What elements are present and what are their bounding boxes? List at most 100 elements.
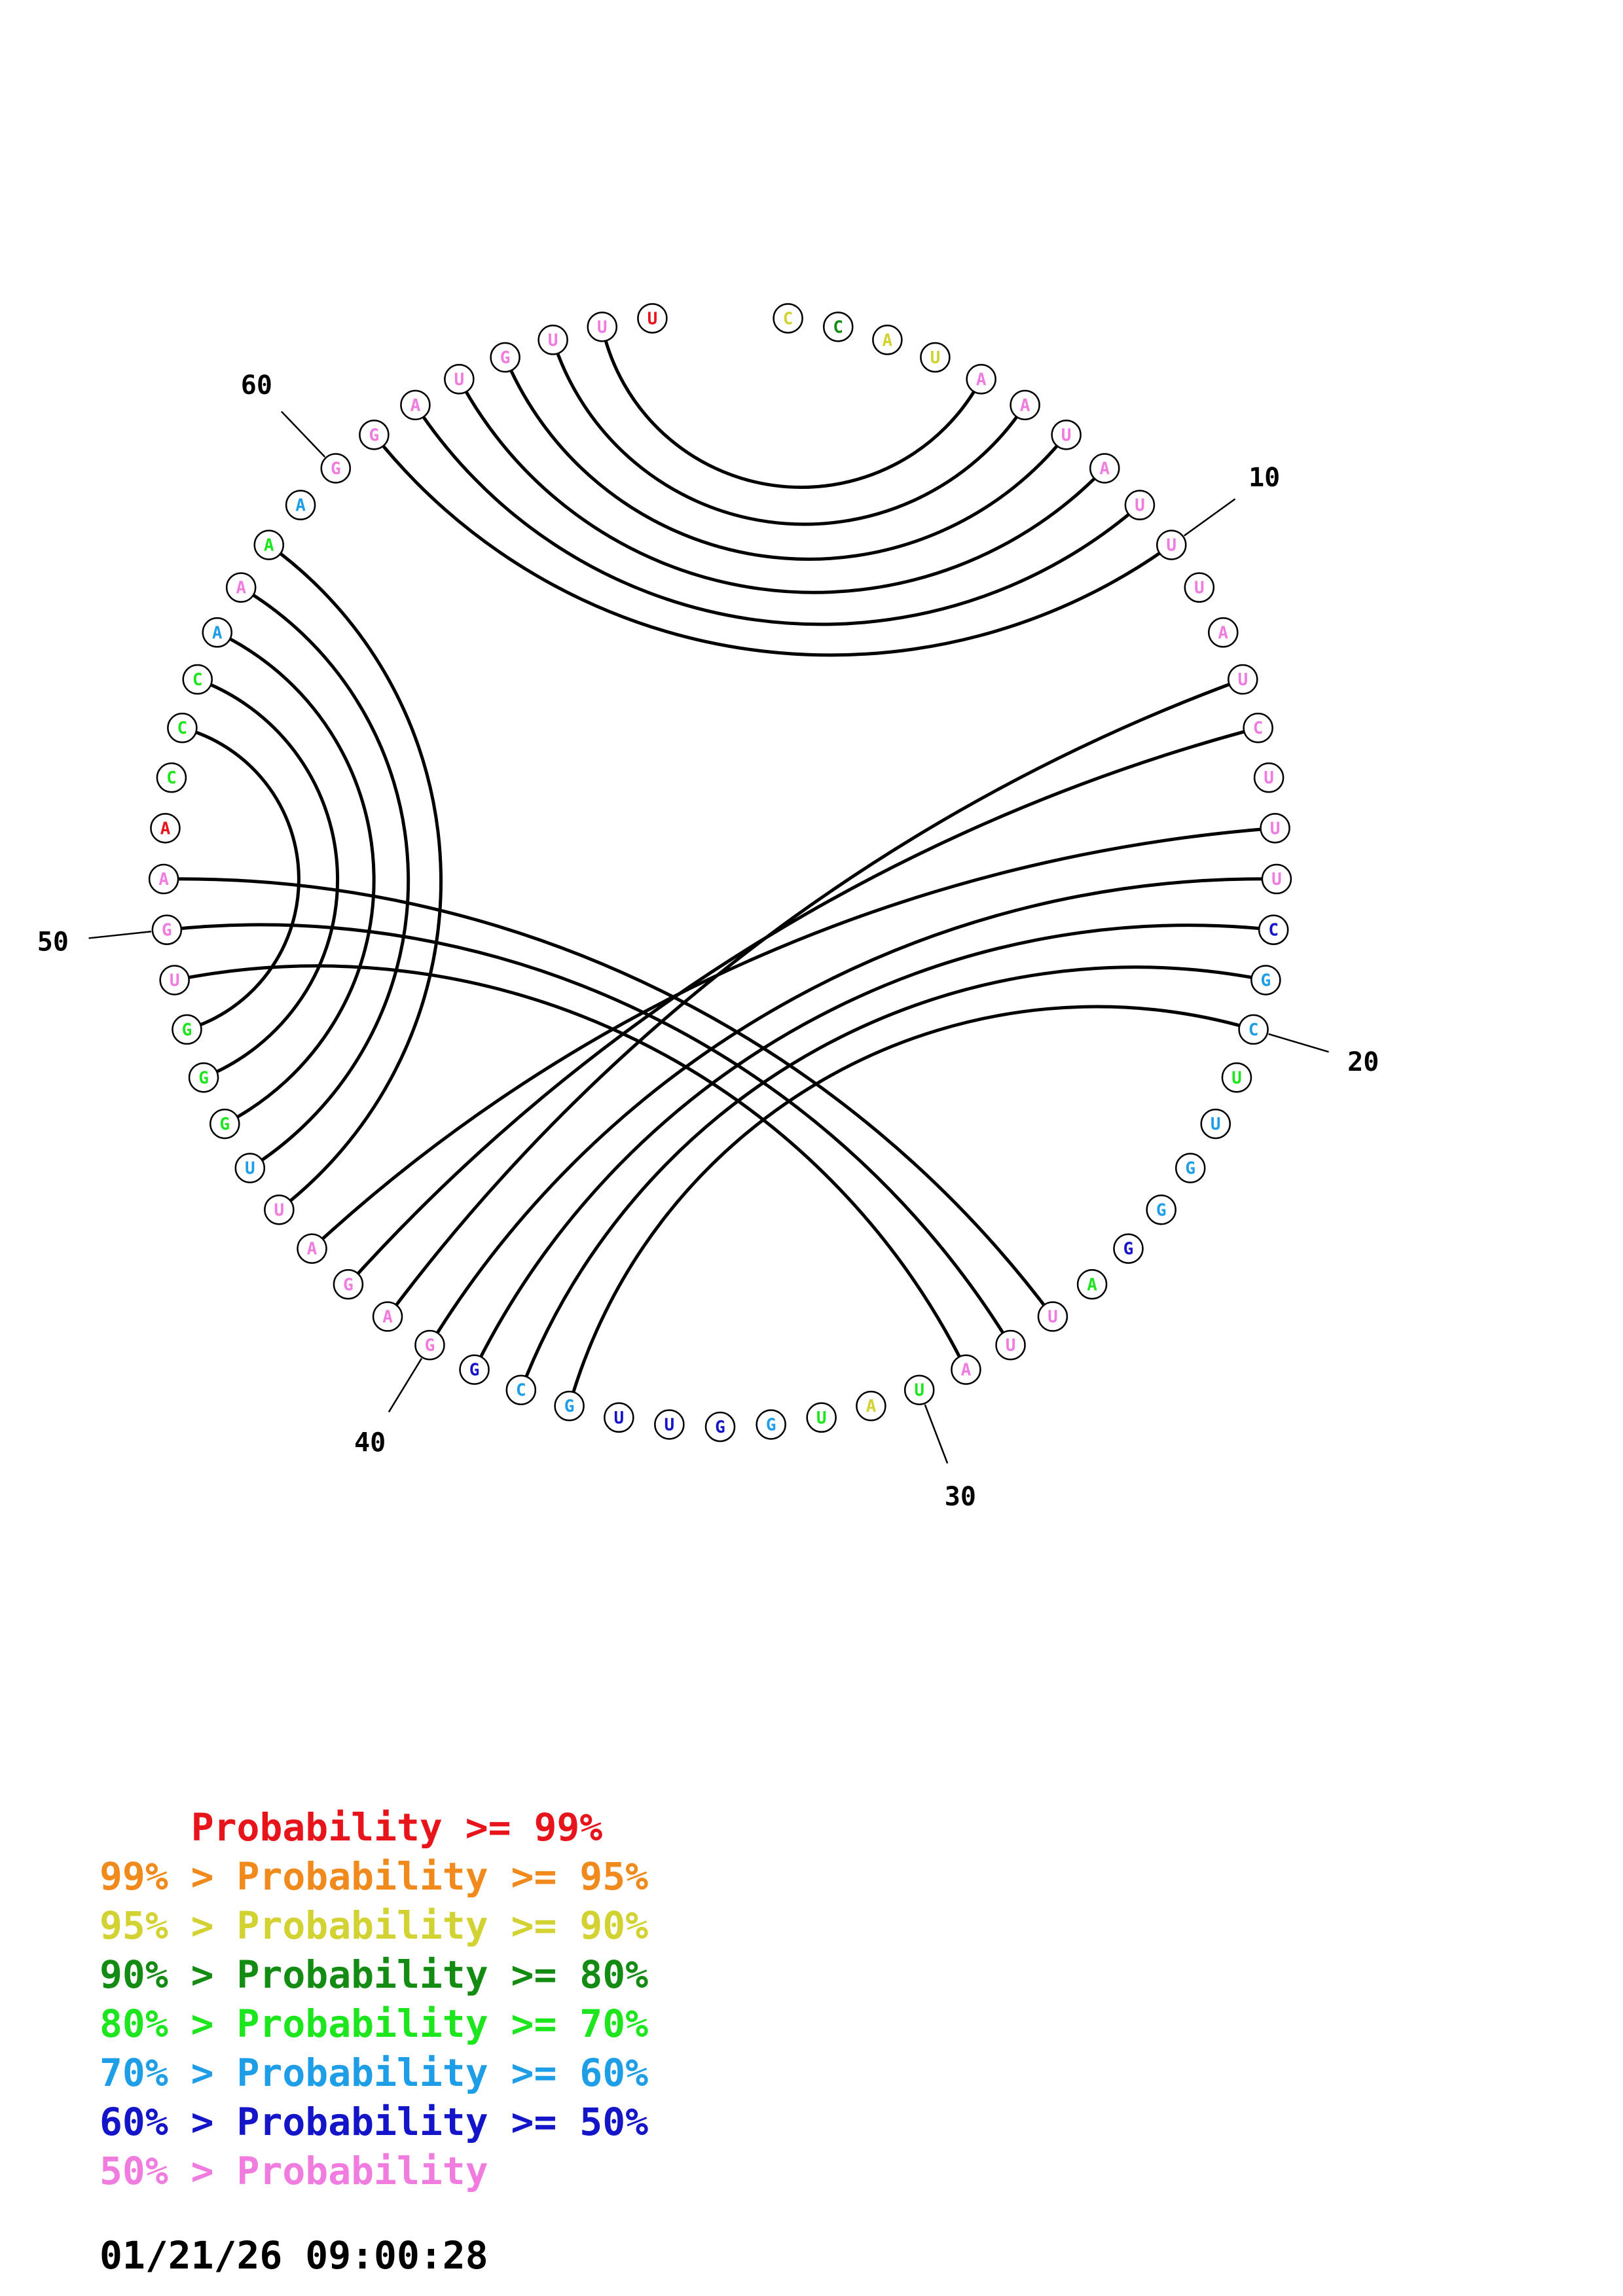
- nucleotide-circle: [1089, 453, 1120, 484]
- index-label-30: 30: [945, 1482, 976, 1512]
- nucleotide-circle: [372, 1301, 403, 1332]
- nucleotide-circle: [1258, 914, 1289, 945]
- nucleotide-letter: G: [500, 348, 511, 368]
- nucleotide-circle: [1010, 389, 1040, 421]
- nucleotide-circle: [182, 664, 213, 695]
- nucleotide-18: C: [1258, 914, 1289, 945]
- nucleotide-circle: [538, 325, 568, 355]
- nucleotide-55: C: [182, 664, 213, 695]
- index-label-40: 40: [354, 1427, 386, 1458]
- legend-row-4: 90% > Probability >= 80%: [100, 1950, 648, 2000]
- legend-prefix: [100, 1805, 191, 1850]
- nucleotide-25: G: [1113, 1233, 1144, 1264]
- nucleotide-letter: U: [1211, 1115, 1221, 1134]
- nucleotide-letter: G: [766, 1415, 776, 1435]
- nucleotide-circle: [459, 1354, 490, 1385]
- nucleotide-10: U: [1156, 529, 1187, 560]
- legend-text: Probability >= 80%: [236, 1952, 649, 1997]
- nucleotide-letter: U: [1231, 1068, 1242, 1088]
- nucleotide-letter: U: [816, 1408, 827, 1428]
- nucleotide-circle: [1200, 1108, 1231, 1139]
- legend-row-3: 95% > Probability >= 90%: [100, 1901, 648, 1950]
- nucleotide-letter: U: [454, 370, 465, 389]
- nucleotide-26: A: [1076, 1269, 1108, 1300]
- nucleotide-letter: U: [1048, 1308, 1058, 1327]
- nucleotide-letter: G: [162, 921, 172, 941]
- nucleotide-letter: A: [307, 1240, 318, 1259]
- nucleotide-36: U: [604, 1402, 634, 1433]
- nucleotide-letter: G: [219, 1115, 230, 1134]
- nucleotide-57: A: [225, 572, 257, 603]
- nucleotide-63: U: [444, 364, 475, 395]
- nucleotide-42: G: [333, 1269, 364, 1300]
- legend-prefix: 70% >: [100, 2051, 237, 2095]
- nucleotide-circle: [148, 863, 179, 895]
- pair-arc-19-38: [519, 965, 1266, 1391]
- nucleotide-circle: [297, 1233, 327, 1264]
- nucleotide-33: G: [756, 1409, 786, 1440]
- nucleotide-23: G: [1175, 1153, 1206, 1183]
- nucleotide-16: U: [1260, 813, 1290, 844]
- nucleotide-circle: [920, 342, 951, 373]
- pair-arc-14-42: [347, 726, 1259, 1285]
- nucleotide-circle: [490, 342, 520, 373]
- nucleotide-letter: A: [1099, 459, 1110, 478]
- nucleotide-59: A: [285, 490, 316, 520]
- nucleotide-circle: [1175, 1153, 1206, 1183]
- nucleotide-39: G: [459, 1354, 490, 1385]
- nucleotide-54: C: [167, 712, 198, 744]
- pair-arc-10-61: [373, 433, 1173, 657]
- nucleotide-letter: U: [930, 348, 941, 368]
- nucleotide-circle: [159, 965, 190, 996]
- nucleotide-8: A: [1089, 453, 1120, 484]
- nucleotide-letter: G: [182, 1020, 192, 1040]
- nucleotide-53: C: [156, 762, 187, 793]
- nucleotide-letter: G: [469, 1361, 480, 1380]
- nucleotide-letter: U: [1270, 819, 1281, 838]
- nucleotide-letter: A: [160, 819, 171, 838]
- legend-row-7: 60% > Probability >= 50%: [100, 2098, 648, 2147]
- nucleotide-27: U: [1037, 1301, 1068, 1332]
- legend-prefix: 99% >: [100, 1854, 237, 1899]
- nucleotide-circle: [400, 389, 431, 421]
- nucleotide-56: A: [202, 617, 232, 648]
- nucleotide-letter: C: [783, 309, 793, 329]
- nucleotide-circle: [359, 420, 390, 450]
- nucleotide-letter: U: [274, 1200, 285, 1220]
- index-ticks: 10 20 30 40 50 60: [37, 370, 1379, 1512]
- nucleotide-letter: G: [1261, 971, 1271, 990]
- nucleotide-1: C: [773, 303, 803, 334]
- nucleotide-circle: [554, 1390, 585, 1422]
- pair-arc-5-66: [600, 326, 983, 489]
- nucleotide-circle: [756, 1409, 786, 1440]
- pair-arc-46-56: [216, 631, 376, 1126]
- nucleotide-circle: [333, 1269, 364, 1300]
- nucleotide-15: U: [1253, 762, 1285, 793]
- nucleotide-48: G: [172, 1014, 202, 1045]
- nucleotide-circle: [156, 762, 187, 793]
- nucleotide-43: A: [297, 1233, 327, 1264]
- nucleotide-46: G: [210, 1108, 240, 1139]
- nucleotide-letter: C: [833, 317, 843, 337]
- legend-text: Probability >= 60%: [236, 2051, 649, 2095]
- nucleotide-letter: C: [1268, 921, 1279, 941]
- nucleotide-letter: A: [883, 331, 893, 350]
- legend-prefix: 95% >: [100, 1903, 237, 1948]
- nucleotide-letter: A: [1087, 1275, 1097, 1295]
- nucleotide-4: U: [920, 342, 951, 373]
- timestamp: 01/21/26 09:00:28: [100, 2233, 488, 2278]
- nucleotide-66: U: [587, 312, 618, 342]
- nucleotide-letter: A: [1020, 396, 1030, 416]
- nucleotide-circle: [1076, 1269, 1108, 1300]
- nucleotide-64: G: [490, 342, 520, 373]
- nucleotide-letter: U: [1166, 536, 1176, 556]
- nucleotide-35: U: [654, 1409, 685, 1440]
- nucleotide-51: A: [148, 863, 179, 895]
- nucleotide-circle: [1228, 664, 1258, 695]
- pair-arc-7-64: [503, 357, 1068, 561]
- nucleotide-circle: [1238, 1014, 1269, 1045]
- nucleotide-circle: [966, 364, 996, 395]
- circle-plot-diagram: 10 20 30 40 50 60 C C A U A A U A U U U A U C U U U C G C U U G G G A U…: [37, 303, 1379, 1512]
- nucleotide-letter: G: [198, 1068, 209, 1088]
- nucleotide-letter: U: [1271, 870, 1282, 889]
